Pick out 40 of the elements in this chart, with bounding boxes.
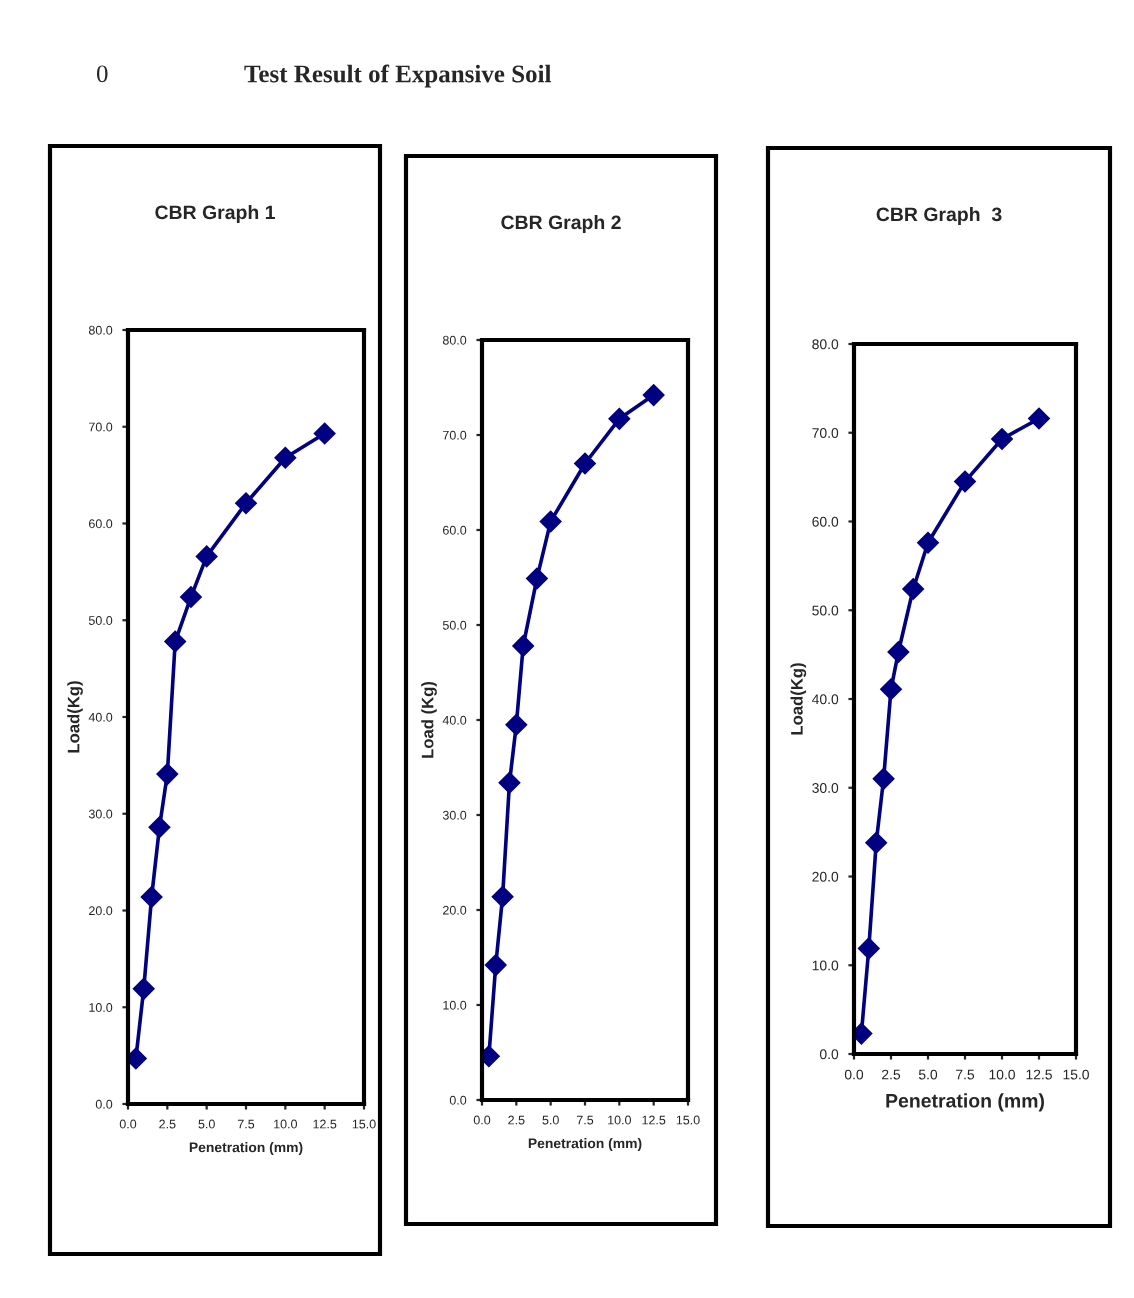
point xyxy=(872,768,895,790)
point xyxy=(235,492,257,515)
point xyxy=(854,1022,873,1045)
y-axis-title: Load (Kg) xyxy=(421,681,437,758)
chart-title: CBR Graph 2 xyxy=(501,214,621,234)
point xyxy=(132,978,155,1000)
point xyxy=(313,422,336,445)
point xyxy=(491,885,514,908)
y-axis-title: Load(Kg) xyxy=(67,681,83,753)
point xyxy=(180,586,202,608)
point xyxy=(954,470,976,493)
point xyxy=(274,446,297,469)
point xyxy=(865,831,888,854)
point xyxy=(642,384,665,406)
point xyxy=(917,531,939,554)
chart-title: CBR Graph 3 xyxy=(876,206,1002,226)
y-axis-title: Load(Kg) xyxy=(790,663,807,735)
point xyxy=(484,954,507,976)
point xyxy=(887,641,910,663)
point xyxy=(880,678,902,701)
chart-title: CBR Graph 1 xyxy=(155,204,275,224)
point xyxy=(526,567,548,590)
point xyxy=(505,713,528,736)
point xyxy=(140,886,163,908)
point xyxy=(1028,407,1050,430)
point xyxy=(539,510,562,533)
point xyxy=(902,578,925,600)
point xyxy=(574,452,596,475)
x-axis-title: Penetration (mm) xyxy=(886,1093,1044,1112)
point xyxy=(512,635,535,657)
point xyxy=(164,630,187,653)
text: 0 xyxy=(96,65,108,83)
point xyxy=(148,816,171,839)
point xyxy=(991,428,1013,450)
text: Test Result of Expansive Soil xyxy=(244,64,552,88)
point xyxy=(156,763,179,785)
point xyxy=(857,937,880,960)
point xyxy=(608,407,631,430)
point xyxy=(498,771,521,794)
point xyxy=(195,545,218,568)
